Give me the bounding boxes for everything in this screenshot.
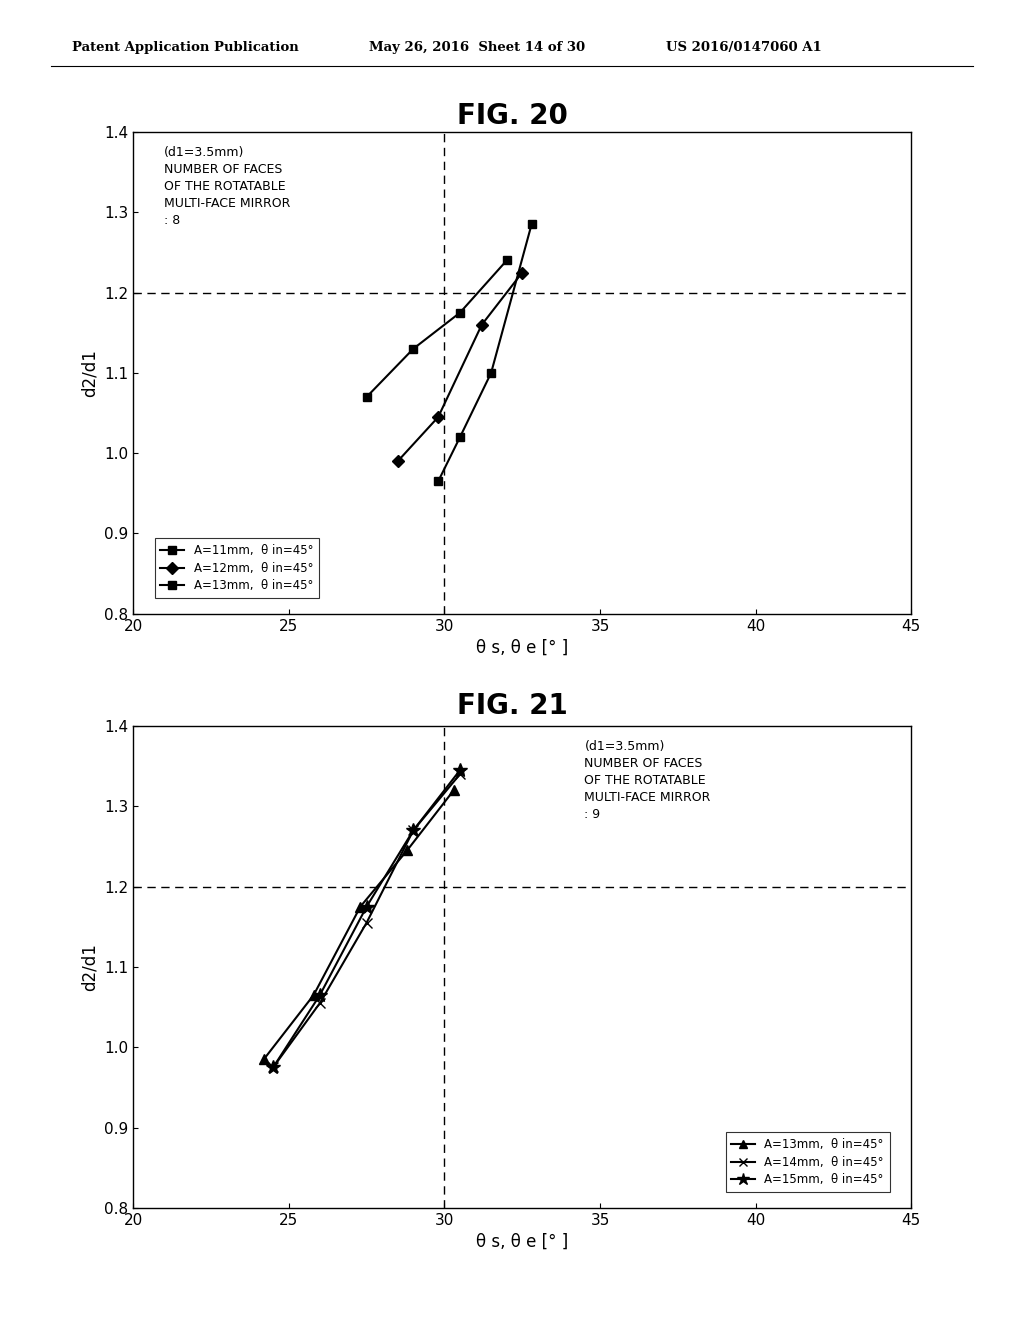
X-axis label: θ s, θ e [° ]: θ s, θ e [° ] [476,1233,568,1251]
X-axis label: θ s, θ e [° ]: θ s, θ e [° ] [476,639,568,657]
Text: (d1=3.5mm)
NUMBER OF FACES
OF THE ROTATABLE
MULTI-FACE MIRROR
: 8: (d1=3.5mm) NUMBER OF FACES OF THE ROTATA… [164,147,291,227]
Legend: A=11mm,  θ in=45°, A=12mm,  θ in=45°, A=13mm,  θ in=45°: A=11mm, θ in=45°, A=12mm, θ in=45°, A=13… [155,539,318,598]
Text: US 2016/0147060 A1: US 2016/0147060 A1 [666,41,821,54]
Text: May 26, 2016  Sheet 14 of 30: May 26, 2016 Sheet 14 of 30 [369,41,585,54]
Text: FIG. 21: FIG. 21 [457,692,567,721]
Y-axis label: d2/d1: d2/d1 [81,348,98,397]
Y-axis label: d2/d1: d2/d1 [81,942,98,991]
Text: FIG. 20: FIG. 20 [457,102,567,131]
Text: Patent Application Publication: Patent Application Publication [72,41,298,54]
Text: (d1=3.5mm)
NUMBER OF FACES
OF THE ROTATABLE
MULTI-FACE MIRROR
: 9: (d1=3.5mm) NUMBER OF FACES OF THE ROTATA… [585,741,711,821]
Legend: A=13mm,  θ in=45°, A=14mm,  θ in=45°, A=15mm,  θ in=45°: A=13mm, θ in=45°, A=14mm, θ in=45°, A=15… [726,1133,890,1192]
